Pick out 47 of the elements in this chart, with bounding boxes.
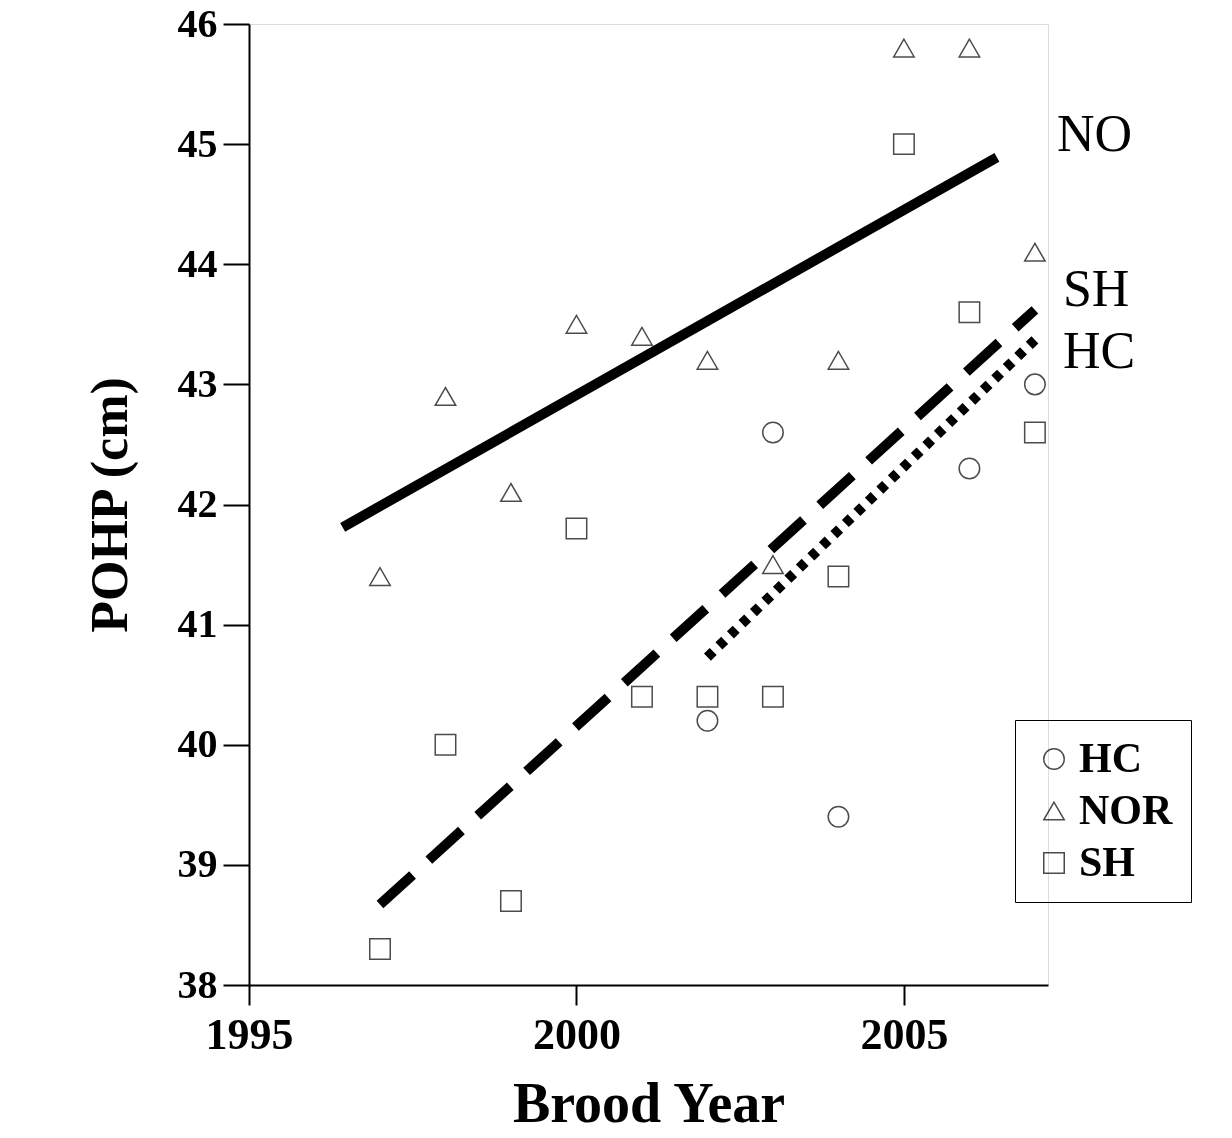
point	[499, 889, 522, 912]
point	[499, 482, 522, 503]
point	[892, 38, 915, 58]
point	[565, 517, 588, 540]
y-tick-label: 39	[177, 841, 218, 887]
point	[434, 386, 457, 407]
point	[827, 565, 850, 588]
series-label: HC	[1062, 321, 1136, 379]
point	[1023, 373, 1046, 396]
legend-label: SH	[1079, 839, 1136, 885]
y-tick-label: 40	[177, 721, 218, 767]
y-tick-label: 43	[177, 360, 218, 406]
point	[696, 709, 719, 732]
series-label: SH	[1062, 259, 1130, 317]
y-tick-label: 44	[177, 240, 218, 286]
point	[958, 301, 981, 324]
point	[368, 937, 391, 960]
point	[958, 457, 981, 480]
y-tick-label: 42	[177, 481, 218, 526]
x-tick-label: 1995	[205, 1009, 294, 1059]
x-tick-label: 2000	[532, 1009, 621, 1059]
y-tick-label: 45	[177, 120, 218, 166]
point	[434, 733, 457, 756]
point	[892, 133, 915, 156]
point	[368, 566, 391, 587]
point	[1023, 421, 1046, 444]
point	[761, 685, 784, 708]
point	[1023, 242, 1046, 262]
point	[630, 326, 653, 346]
point	[958, 38, 981, 58]
point	[696, 350, 719, 370]
legend-label: NOR	[1079, 787, 1173, 833]
series-label: NO	[1056, 105, 1133, 163]
point	[630, 685, 653, 708]
legend-label: HC	[1079, 735, 1142, 781]
y-axis-title: POHP (cm)	[80, 377, 139, 633]
point	[696, 685, 719, 708]
y-tick-label: 46	[177, 0, 218, 46]
y-tick-label: 38	[177, 961, 218, 1007]
point	[761, 421, 784, 444]
x-axis-title: Brood Year	[512, 1071, 786, 1134]
point	[565, 314, 588, 334]
point	[761, 554, 784, 575]
x-tick-label: 2005	[860, 1009, 949, 1059]
y-tick-label: 41	[177, 601, 218, 647]
point	[827, 350, 850, 370]
point	[827, 805, 850, 828]
